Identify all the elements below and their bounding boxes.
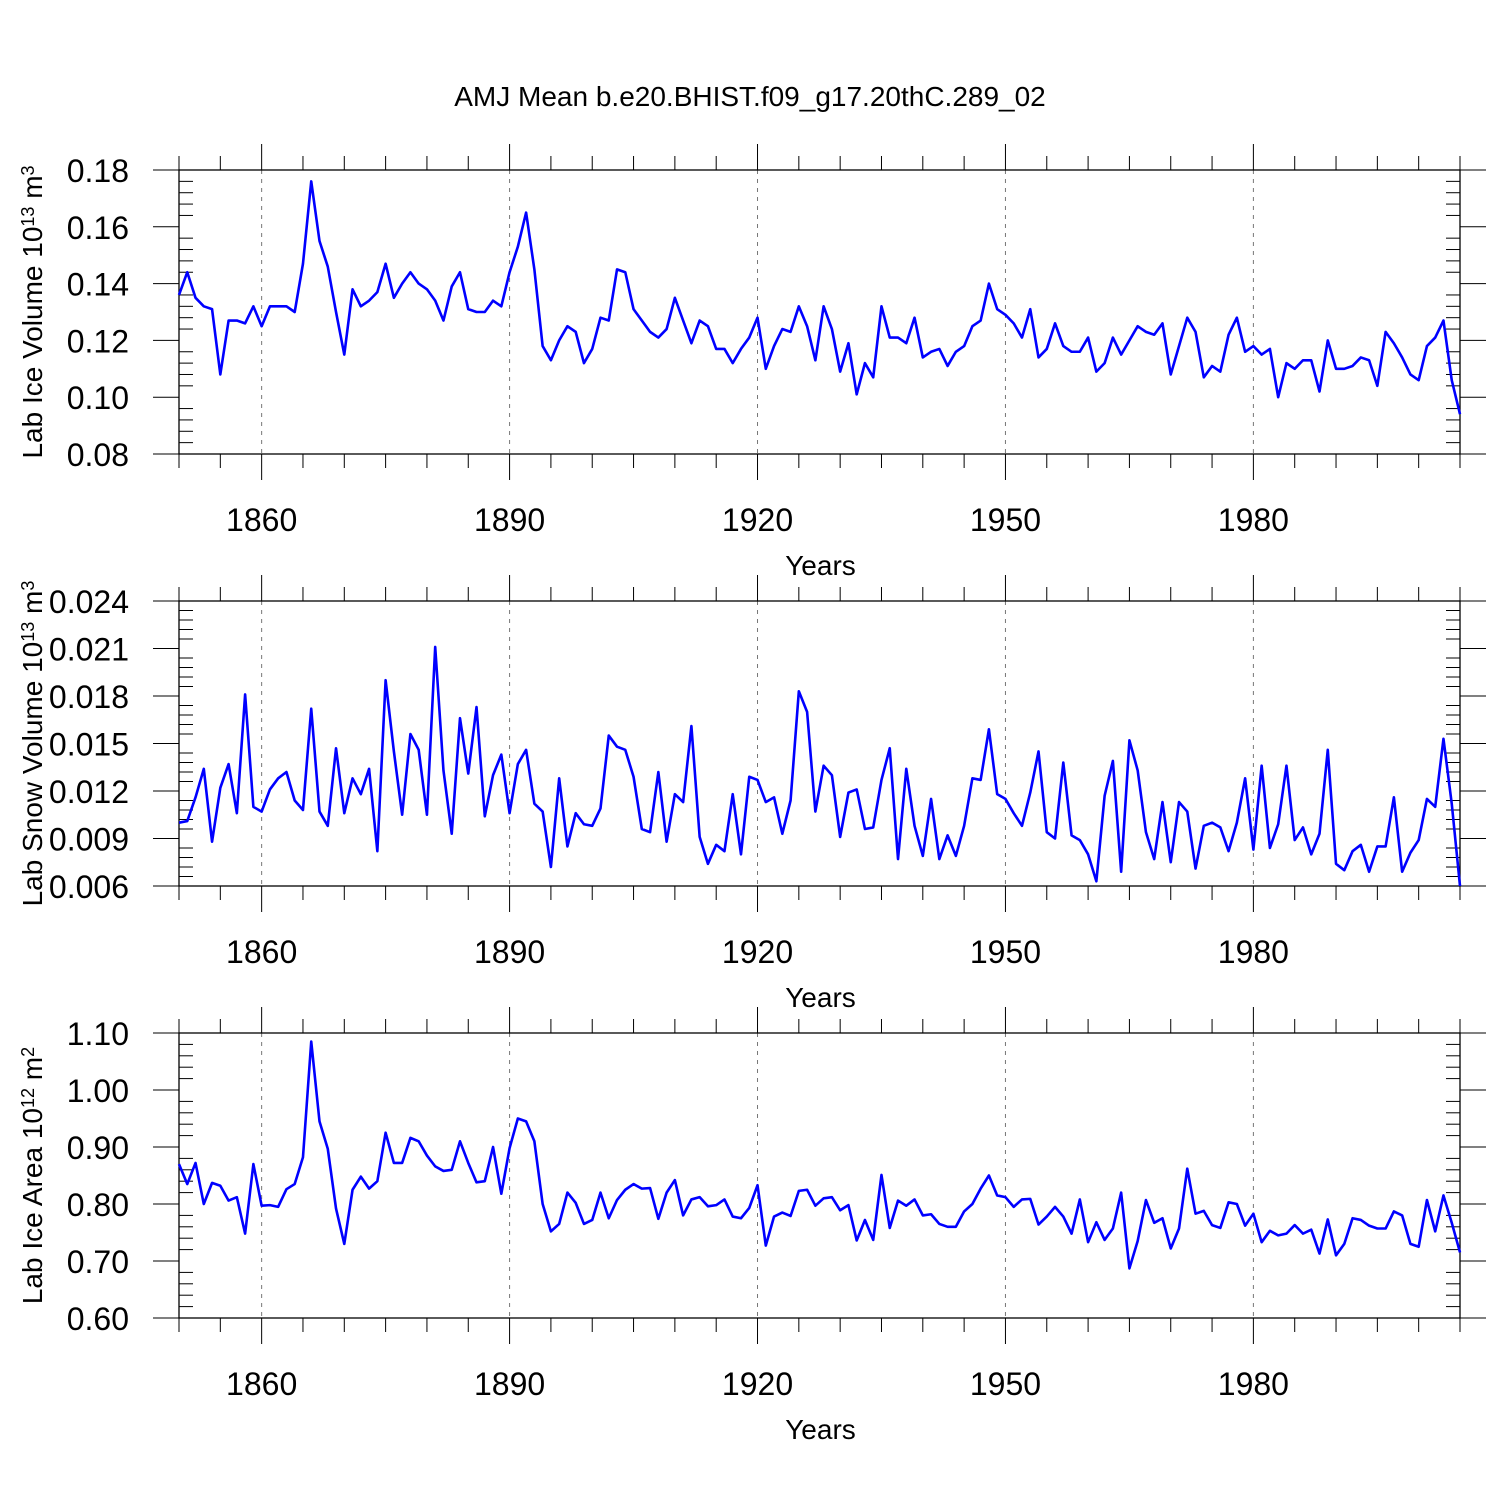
x-tick-label: 1950 <box>970 1366 1041 1402</box>
x-tick-label: 1920 <box>722 1366 793 1402</box>
x-tick-label: 1860 <box>226 502 297 538</box>
y-tick-label: 0.006 <box>49 869 129 905</box>
series-line <box>178 645 1462 887</box>
y-axis-label-superscript: 3 <box>18 165 38 175</box>
y-axis-label-part: m <box>17 1057 48 1088</box>
x-axis-label: Years <box>785 550 856 581</box>
x-tick-label: 1890 <box>474 1366 545 1402</box>
x-tick-label: 1860 <box>226 934 297 970</box>
plot-frame <box>178 1032 1461 1319</box>
y-tick-label: 0.70 <box>67 1244 129 1280</box>
y-tick-label: 0.12 <box>67 323 129 359</box>
chart-title: AMJ Mean b.e20.BHIST.f09_g17.20thC.289_0… <box>454 81 1046 112</box>
y-axis-label-superscript: 12 <box>18 1088 38 1108</box>
y-axis-label: Lab Ice Area 1012 m2 <box>17 1047 48 1304</box>
x-tick-label: 1950 <box>970 934 1041 970</box>
y-axis-label-superscript: 13 <box>18 207 38 227</box>
series-line <box>177 1040 1462 1270</box>
x-tick-label: 1920 <box>722 934 793 970</box>
y-axis-label-part: m <box>17 175 48 206</box>
y-tick-label: 0.08 <box>67 437 129 473</box>
plot-frame <box>178 600 1461 887</box>
x-tick-label: 1860 <box>226 1366 297 1402</box>
x-tick-label: 1950 <box>970 502 1041 538</box>
y-axis-label-part: Lab Ice Volume 10 <box>17 227 48 459</box>
x-tick-label: 1980 <box>1218 502 1289 538</box>
x-axis-label: Years <box>785 982 856 1013</box>
x-tick-label: 1980 <box>1218 1366 1289 1402</box>
y-tick-label: 0.14 <box>67 267 129 303</box>
y-tick-label: 0.024 <box>49 584 129 620</box>
chart-panel-3: 0.60 0.70 0.80 0.90 1.00 1.10 1860 1890 1920 1950… <box>17 1007 1486 1445</box>
y-axis-label-superscript: 13 <box>18 622 38 642</box>
chart-panel-2: 0.006 0.009 0.012 0.015 0.018 0.021 0.024 1860 1… <box>17 575 1486 1013</box>
y-tick-label: 0.009 <box>49 822 129 858</box>
y-tick-label: 0.021 <box>49 632 129 668</box>
y-tick-label: 0.60 <box>67 1301 129 1337</box>
y-tick-label: 0.90 <box>67 1130 129 1166</box>
y-axis-label-superscript: 2 <box>18 1047 38 1057</box>
y-axis-label-part: m <box>17 591 48 622</box>
x-tick-label: 1890 <box>474 502 545 538</box>
y-tick-label: 0.18 <box>67 153 129 189</box>
y-tick-label: 0.012 <box>49 774 129 810</box>
plot-frame <box>178 169 1461 455</box>
y-axis-label-superscript: 3 <box>18 581 38 591</box>
y-tick-label: 1.10 <box>67 1016 129 1052</box>
y-axis-label-part: Lab Snow Volume 10 <box>17 642 48 907</box>
y-tick-label: 0.80 <box>67 1187 129 1223</box>
y-tick-label: 0.10 <box>67 380 129 416</box>
series-line <box>177 180 1462 415</box>
y-tick-label: 0.015 <box>49 727 129 763</box>
x-tick-label: 1920 <box>722 502 793 538</box>
y-tick-label: 1.00 <box>67 1073 129 1109</box>
x-tick-label: 1890 <box>474 934 545 970</box>
chart-panel-1: 0.08 0.10 0.12 0.14 0.16 0.18 1860 1890 1920 1950… <box>17 144 1486 581</box>
x-axis-label: Years <box>785 1414 856 1445</box>
y-axis-label-part: Lab Ice Area 10 <box>17 1108 48 1304</box>
x-tick-label: 1980 <box>1218 934 1289 970</box>
y-tick-label: 0.018 <box>49 679 129 715</box>
y-tick-label: 0.16 <box>67 210 129 246</box>
y-axis-label: Lab Ice Volume 1013 m3 <box>17 165 48 458</box>
y-axis-label: Lab Snow Volume 1013 m3 <box>17 581 48 907</box>
